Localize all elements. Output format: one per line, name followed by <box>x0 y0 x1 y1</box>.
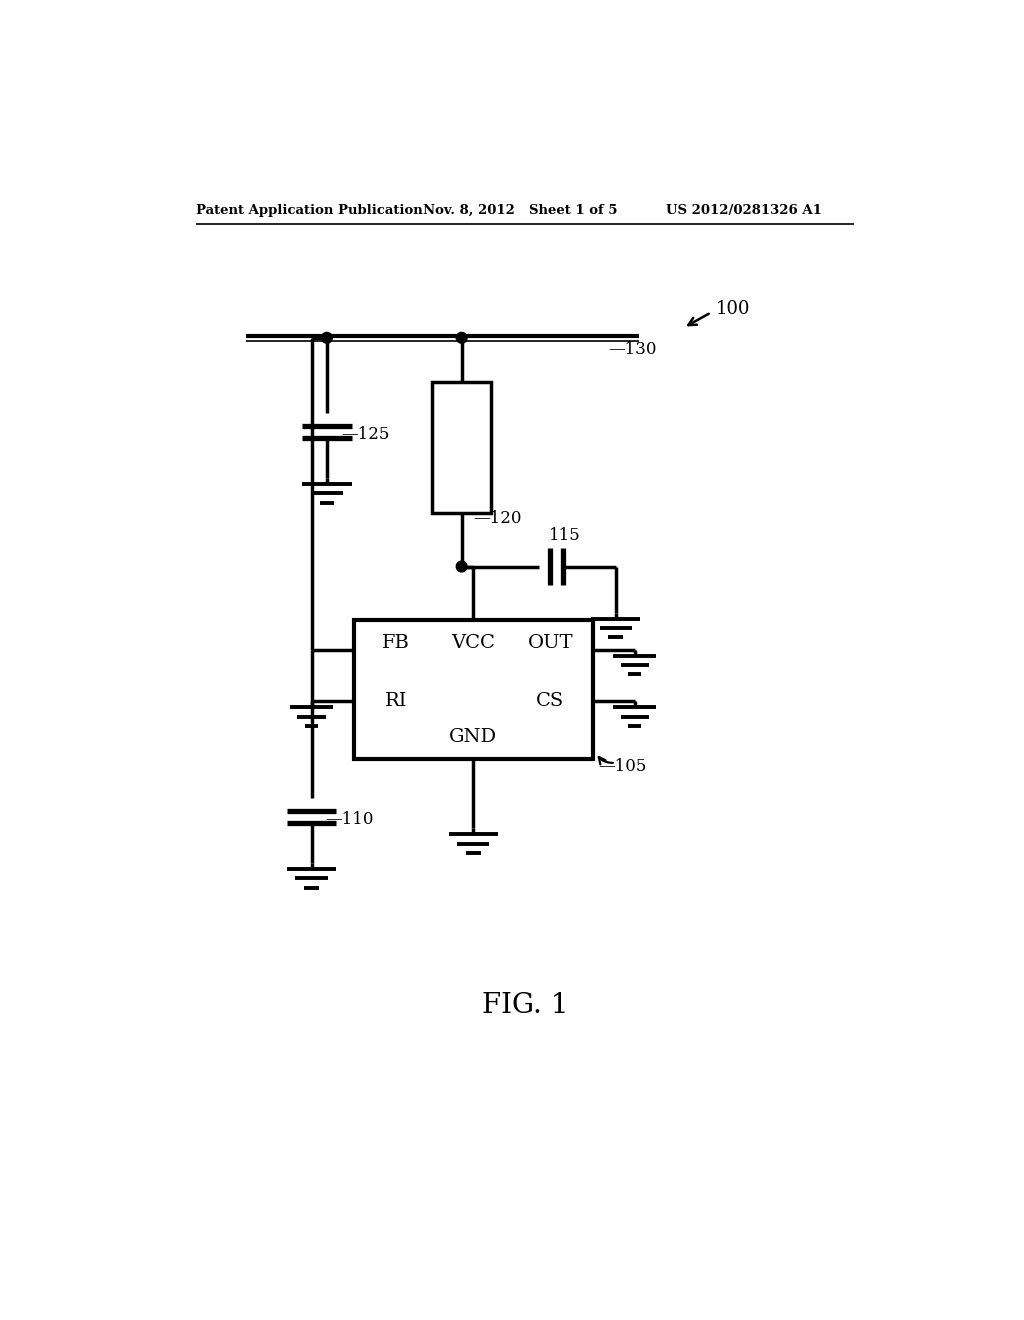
Circle shape <box>457 561 467 572</box>
Circle shape <box>322 333 333 343</box>
Text: —130: —130 <box>608 341 656 358</box>
Bar <box>432 381 490 512</box>
Text: OUT: OUT <box>527 635 573 652</box>
Text: CS: CS <box>537 692 564 710</box>
Text: Sheet 1 of 5: Sheet 1 of 5 <box>528 205 617 218</box>
Text: Patent Application Publication: Patent Application Publication <box>196 205 423 218</box>
Text: GND: GND <box>450 729 498 746</box>
Text: —120: —120 <box>473 511 521 527</box>
Text: Nov. 8, 2012: Nov. 8, 2012 <box>423 205 515 218</box>
Text: —125: —125 <box>341 425 389 442</box>
Text: FB: FB <box>382 635 411 652</box>
Text: RI: RI <box>385 692 408 710</box>
Text: US 2012/0281326 A1: US 2012/0281326 A1 <box>666 205 821 218</box>
Text: —105: —105 <box>599 758 647 775</box>
Circle shape <box>457 333 467 343</box>
Text: —110: —110 <box>326 810 374 828</box>
Text: 100: 100 <box>716 300 751 318</box>
Text: 115: 115 <box>549 527 581 544</box>
Text: FIG. 1: FIG. 1 <box>481 991 568 1019</box>
Text: VCC: VCC <box>452 635 496 652</box>
Bar <box>354 620 593 759</box>
